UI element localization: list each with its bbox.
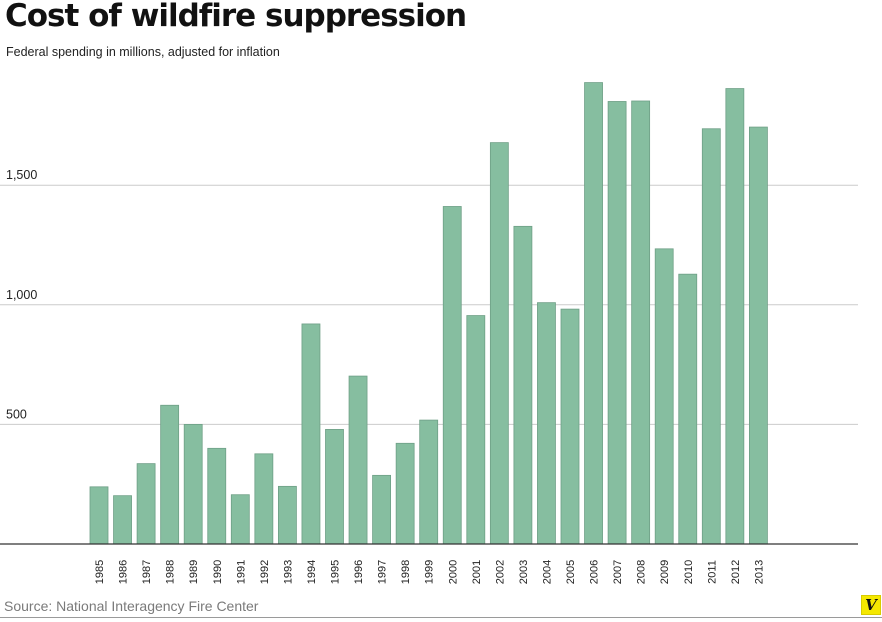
bar-2006: [584, 82, 603, 545]
x-tick-label: 1987: [141, 560, 153, 584]
x-tick-label: 2008: [636, 560, 648, 584]
bar-2007: [607, 101, 627, 545]
x-tick-label: 1998: [400, 560, 412, 584]
y-tick-label: 1,500: [6, 168, 37, 182]
bar-2009: [654, 248, 674, 545]
bar-2012: [725, 88, 745, 545]
bar-2008: [631, 100, 651, 545]
x-tick-label: 1996: [353, 560, 365, 584]
x-tick-label: 2010: [683, 560, 695, 584]
bar-1985: [89, 486, 109, 545]
x-tick-label: 1992: [259, 560, 271, 584]
bar-1986: [113, 495, 132, 545]
bar-1994: [301, 323, 321, 545]
bar-2010: [678, 273, 698, 545]
x-tick-label: 1986: [118, 560, 130, 584]
x-tick-label: 2012: [730, 560, 742, 584]
x-tick-label: 2007: [612, 560, 624, 584]
x-tick-label: 2003: [518, 560, 530, 584]
x-tick-label: 2002: [494, 560, 506, 584]
bar-1999: [419, 419, 439, 545]
bar-1991: [230, 494, 250, 545]
x-tick-label: 2009: [659, 560, 671, 584]
bar-1992: [254, 453, 274, 545]
x-tick-label: 1994: [306, 560, 318, 584]
source-note: Source: National Interagency Fire Center: [4, 598, 259, 614]
bar-1997: [372, 474, 392, 545]
vox-logo: V: [861, 595, 881, 615]
x-tick-label: 1999: [424, 560, 436, 584]
bar-1996: [348, 375, 368, 545]
bar-1989: [183, 423, 203, 545]
footer-divider: [0, 617, 882, 618]
bar-1987: [136, 463, 156, 545]
y-tick-label: 500: [6, 407, 27, 421]
x-tick-label: 2004: [541, 560, 553, 584]
x-tick-label: 2005: [565, 560, 577, 584]
bar-1993: [277, 485, 297, 545]
y-tick-label: 1,000: [6, 288, 37, 302]
x-tick-label: 2006: [589, 560, 601, 584]
chart-title: Cost of wildfire suppression: [5, 0, 467, 34]
x-tick-label: 2011: [706, 560, 718, 584]
x-tick-label: 1988: [165, 560, 177, 584]
bar-2003: [513, 225, 533, 545]
x-tick-label: 1990: [212, 560, 224, 584]
bar-2013: [749, 126, 768, 545]
x-tick-label: 1989: [188, 560, 200, 584]
x-tick-label: 1991: [235, 560, 247, 584]
bar-1998: [395, 442, 415, 545]
x-tick-label: 1985: [94, 560, 106, 584]
x-tick-label: 2001: [471, 560, 483, 584]
bar-2000: [442, 206, 462, 545]
bar-2011: [701, 128, 721, 545]
bar-1995: [325, 429, 344, 545]
bar-chart: 500 1,000 1,500 1985 1986 1987 1988 1989 1990 19…: [0, 82, 858, 584]
bar-2005: [560, 308, 580, 545]
bar-2001: [466, 315, 486, 545]
chart-subtitle: Federal spending in millions, adjusted f…: [6, 45, 280, 59]
bar-1990: [207, 447, 227, 545]
bar-1988: [160, 404, 180, 545]
x-tick-label: 2000: [447, 560, 459, 584]
bar-2002: [489, 142, 509, 545]
x-tick-label: 1997: [377, 560, 389, 584]
x-tick-label: 2013: [753, 560, 765, 584]
x-tick-label: 1993: [282, 560, 294, 584]
bar-2004: [537, 302, 556, 545]
x-tick-label: 1995: [330, 560, 342, 584]
